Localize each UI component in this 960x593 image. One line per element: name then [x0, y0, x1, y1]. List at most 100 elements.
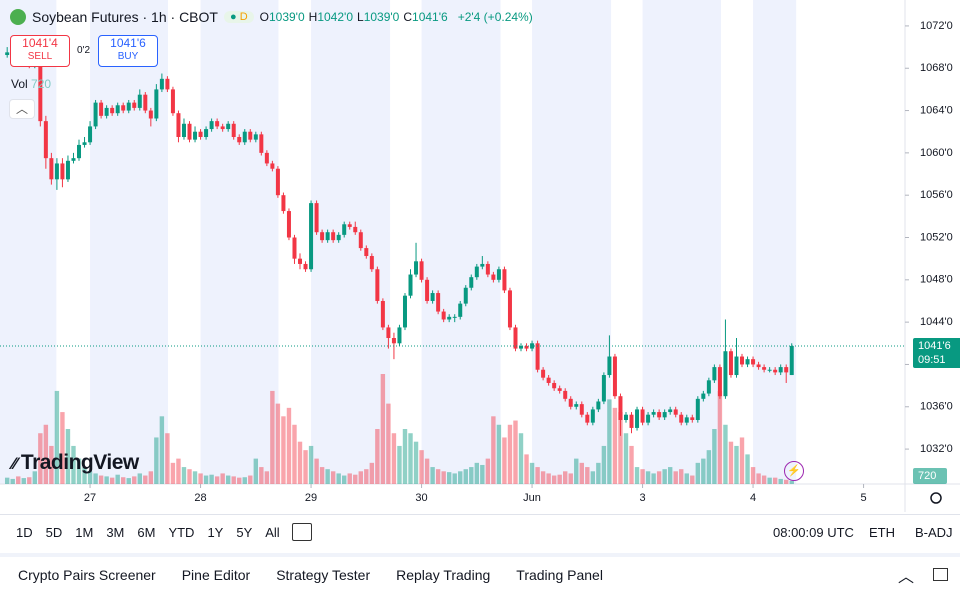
tab[interactable]: Pine Editor	[181, 567, 251, 583]
y-tick-label: 1052'0	[920, 231, 953, 243]
volume-bar	[380, 374, 386, 484]
range-button[interactable]: 5D	[45, 525, 63, 540]
volume-bar	[413, 441, 419, 484]
volume-bar	[109, 477, 115, 484]
session[interactable]: ETH	[869, 525, 895, 540]
volume-bar	[695, 462, 701, 484]
candle-body	[126, 102, 131, 111]
maximize-panel[interactable]	[933, 568, 948, 581]
candle-body	[474, 266, 479, 278]
candle-body	[657, 412, 662, 418]
y-tick-label: 1044'0	[920, 316, 953, 328]
volume-bar	[319, 467, 325, 484]
candle-body	[640, 409, 645, 423]
range-button[interactable]: 1M	[75, 525, 94, 540]
volume-bar	[38, 433, 43, 484]
y-tick-label: 1068'0	[920, 62, 953, 74]
candle-body	[436, 293, 441, 312]
volume-bar	[717, 390, 723, 484]
tab[interactable]: Trading Panel	[516, 567, 603, 583]
volume-bar	[618, 412, 623, 484]
volume-bar	[723, 424, 728, 484]
candle-body	[104, 107, 109, 116]
range-button[interactable]: YTD	[168, 525, 195, 540]
candle-body	[303, 263, 308, 270]
symbol[interactable]: Soybean Futures · 1h · CBOT	[32, 9, 218, 25]
volume-bar	[231, 476, 236, 484]
candle-body	[364, 248, 369, 257]
adjust[interactable]: B-ADJ	[915, 525, 953, 540]
volume-bar	[98, 475, 104, 484]
volume-bar	[673, 471, 678, 484]
volume-bar	[347, 473, 352, 484]
volume-bar	[308, 445, 314, 484]
volume-bar	[430, 467, 435, 484]
candle-body	[723, 351, 728, 397]
range-button[interactable]: 5Y	[236, 525, 253, 540]
volume-bar	[690, 475, 695, 484]
candle-body	[226, 123, 231, 130]
volume-bar	[579, 462, 584, 484]
volume-bar	[397, 445, 402, 484]
candle-body	[402, 295, 407, 328]
volume-bar	[684, 473, 689, 484]
candle-body	[496, 269, 501, 280]
candle-body	[281, 195, 286, 212]
range-button[interactable]: 1D	[16, 525, 33, 540]
volume-bar	[104, 476, 109, 484]
sell-button[interactable]: 1041'4 SELL	[10, 35, 70, 67]
volume-bar	[739, 437, 745, 484]
candle-body	[430, 293, 435, 301]
candle-body	[386, 327, 391, 339]
range-button[interactable]: 6M	[137, 525, 156, 540]
volume-bar	[551, 475, 557, 484]
range-button[interactable]: 1Y	[207, 525, 224, 540]
volume-bar	[181, 467, 187, 484]
candle-body	[557, 388, 562, 391]
alert-icon[interactable]: ⚡	[784, 461, 804, 481]
candle-body	[513, 327, 518, 349]
range-button[interactable]: 3M	[106, 525, 125, 540]
volume-bar	[82, 467, 87, 484]
session-band	[421, 0, 501, 484]
collapse-panel[interactable]: ︿	[898, 569, 915, 586]
candle-body	[701, 393, 706, 399]
candle-body	[110, 107, 115, 114]
candle-body	[541, 369, 546, 378]
volume-legend-value: 720	[31, 77, 52, 91]
candle-body	[502, 269, 507, 291]
range-button[interactable]: All	[265, 525, 280, 540]
candle-body	[662, 412, 667, 418]
volume-bar	[336, 473, 341, 484]
volume-bar	[32, 471, 38, 484]
volume-bar	[314, 458, 319, 484]
candle-body	[38, 60, 43, 122]
volume-bar	[391, 433, 397, 484]
tab[interactable]: Strategy Tester	[276, 567, 371, 583]
tab[interactable]: Crypto Pairs Screener	[18, 567, 156, 583]
candle-body	[601, 375, 606, 402]
date-range-icon[interactable]	[292, 523, 312, 541]
buy-button[interactable]: 1041'6 BUY	[98, 35, 158, 67]
candle-body	[309, 203, 314, 270]
volume-bar	[546, 473, 551, 484]
candle-body	[60, 163, 65, 180]
collapse-button[interactable]: ︿	[9, 99, 35, 119]
ohlc-item: O1039'0	[260, 10, 305, 24]
candle-body	[452, 316, 457, 318]
volume-bar	[574, 458, 579, 484]
volume-bar	[275, 403, 281, 484]
candle-body	[259, 134, 264, 153]
volume-bar	[712, 429, 717, 484]
tab[interactable]: Replay Trading	[396, 567, 491, 583]
volume-bar	[480, 464, 485, 484]
candle-body	[77, 144, 82, 159]
candle-body	[425, 279, 430, 301]
candle-body	[88, 126, 93, 143]
ohlc-item: H1042'0	[309, 10, 353, 24]
candle-body	[712, 367, 717, 381]
volume-bar	[667, 467, 673, 484]
volume-bar	[264, 471, 270, 484]
candle-body	[132, 102, 137, 108]
candle-body	[253, 134, 258, 140]
